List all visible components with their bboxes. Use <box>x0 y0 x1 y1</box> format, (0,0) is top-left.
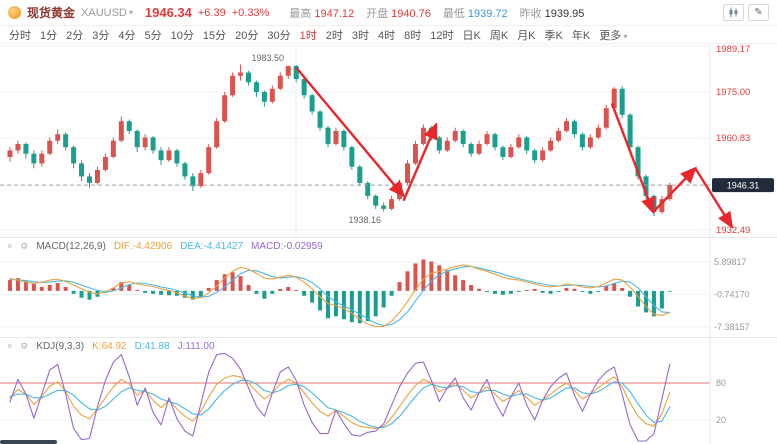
header-actions: ✎ <box>723 4 769 21</box>
timeframe-月K[interactable]: 月K <box>517 29 536 42</box>
candlestick-icon <box>729 7 738 18</box>
svg-text:1960.83: 1960.83 <box>716 133 750 144</box>
kdj-j-value: J:111.00 <box>177 340 215 352</box>
kdj-settings-icon[interactable]: ⚙ <box>20 340 29 351</box>
stat-high: 最高 1947.12 <box>289 7 355 20</box>
timeframe-15分[interactable]: 15分 <box>202 29 227 42</box>
svg-text:5.89817: 5.89817 <box>714 257 747 267</box>
symbol-name: 现货黄金 <box>27 6 76 20</box>
timeframe-日K[interactable]: 日K <box>462 29 481 42</box>
kdj-panel-chart[interactable]: 80 20 <box>0 337 777 444</box>
low-annotation: 1938.16 <box>348 215 381 225</box>
macd-hist-value: MACD:-0.02959 <box>251 240 323 252</box>
close-macd-icon[interactable]: × <box>7 241 13 251</box>
timeframe-4分[interactable]: 4分 <box>118 29 136 42</box>
stat-open: 开盘 1940.76 <box>366 7 431 20</box>
timeframe-20分[interactable]: 20分 <box>235 29 259 42</box>
timeframe-2时[interactable]: 2时 <box>325 29 343 42</box>
symbol-code: XAUUSD <box>81 6 127 19</box>
price-change: +6.39 <box>197 6 226 19</box>
svg-text:20: 20 <box>716 415 726 425</box>
kdj-title: KDJ(9,3,3) <box>36 340 85 352</box>
macd-panel-chart[interactable]: 5.89817 -0.74170 -7.38157 <box>0 237 777 337</box>
kdj-k-value: K:64.92 <box>92 340 127 352</box>
timeframe-1时[interactable]: 1时 <box>299 29 317 42</box>
timeframe-8时[interactable]: 8时 <box>404 29 422 42</box>
price-change-pct: +0.33% <box>231 6 270 19</box>
svg-text:1975.00: 1975.00 <box>716 87 750 98</box>
chart-style-button[interactable] <box>723 4 744 21</box>
timeframe-3分[interactable]: 3分 <box>92 29 110 42</box>
timeframe-年K[interactable]: 年K <box>571 29 591 42</box>
candles-group <box>7 64 673 217</box>
timeframe-3时[interactable]: 3时 <box>351 29 369 42</box>
timeframe-周K[interactable]: 周K <box>489 29 509 42</box>
trend-arrows <box>295 66 734 229</box>
timeframe-5分[interactable]: 5分 <box>144 29 162 42</box>
timeframe-4时[interactable]: 4时 <box>378 29 396 42</box>
pencil-icon: ✎ <box>754 7 763 18</box>
svg-text:1989.17: 1989.17 <box>716 44 750 55</box>
macd-dif-value: DIF:-4.42906 <box>113 240 173 252</box>
svg-text:1932.49: 1932.49 <box>716 225 750 236</box>
macd-panel-header: × ⚙ MACD(12,26,9) DIF:-4.42906 DEA:-4.41… <box>7 239 323 253</box>
stat-low: 最低 1939.72 <box>442 7 508 20</box>
close-kdj-icon[interactable]: × <box>7 341 13 351</box>
timeframe-季K[interactable]: 季K <box>544 29 563 42</box>
timeframe-30分[interactable]: 30分 <box>267 29 291 42</box>
chevron-down-icon: ▾ <box>128 8 133 17</box>
macd-histogram <box>8 259 672 324</box>
current-price-badge <box>712 178 774 193</box>
svg-text:-0.74170: -0.74170 <box>714 290 750 300</box>
timeframe-12时[interactable]: 12时 <box>430 29 454 42</box>
high-annotation: 1983.50 <box>251 53 284 63</box>
last-price: 1946.34 <box>144 5 192 20</box>
macd-title: MACD(12,26,9) <box>36 240 106 252</box>
svg-text:-7.38157: -7.38157 <box>714 322 750 332</box>
kdj-panel-header: × ⚙ KDJ(9,3,3) K:64.92 D:41.88 J:111.00 <box>7 339 215 353</box>
timeframe-toolbar: 分时 1分 2分 3分 4分 5分 10分 15分 20分 30分 1时 2时 3时 4时 8时 12时 日K 周… <box>0 26 777 44</box>
timeframe-分时[interactable]: 分时 <box>9 29 31 42</box>
horizontal-scrollbar-thumb[interactable] <box>0 440 57 444</box>
quote-header: 现货黄金 XAUUSD ▾ 1946.34 +6.39 +0.33% 最高 194… <box>0 0 777 26</box>
main-price-chart[interactable]: 1983.50 1938.16 1989.17 1975.00 1960.83 1932.… <box>0 44 777 237</box>
timeframe-更多[interactable]: 更多 ▾ <box>599 29 628 42</box>
quote-stats: 最高 1947.12 开盘 1940.76 最低 1939.72 昨收 1939.95 <box>289 5 584 21</box>
timeframe-2分[interactable]: 2分 <box>66 29 84 42</box>
kdj-d-value: D:41.88 <box>134 340 170 352</box>
timeframe-10分[interactable]: 10分 <box>170 29 194 42</box>
chart-area: 1983.50 1938.16 1989.17 1975.00 1960.83 1932.… <box>0 44 777 444</box>
timeframe-1分[interactable]: 1分 <box>40 29 58 42</box>
symbol-selector[interactable]: XAUUSD ▾ <box>81 7 133 19</box>
draw-tool-button[interactable]: ✎ <box>748 4 769 21</box>
stat-prev-close: 昨收 1939.95 <box>519 7 585 20</box>
svg-text:80: 80 <box>716 378 726 388</box>
macd-settings-icon[interactable]: ⚙ <box>20 240 29 251</box>
macd-dea-value: DEA:-4.41427 <box>180 240 244 252</box>
gold-coin-icon <box>8 6 21 19</box>
svg-text:1946.31: 1946.31 <box>727 181 760 191</box>
